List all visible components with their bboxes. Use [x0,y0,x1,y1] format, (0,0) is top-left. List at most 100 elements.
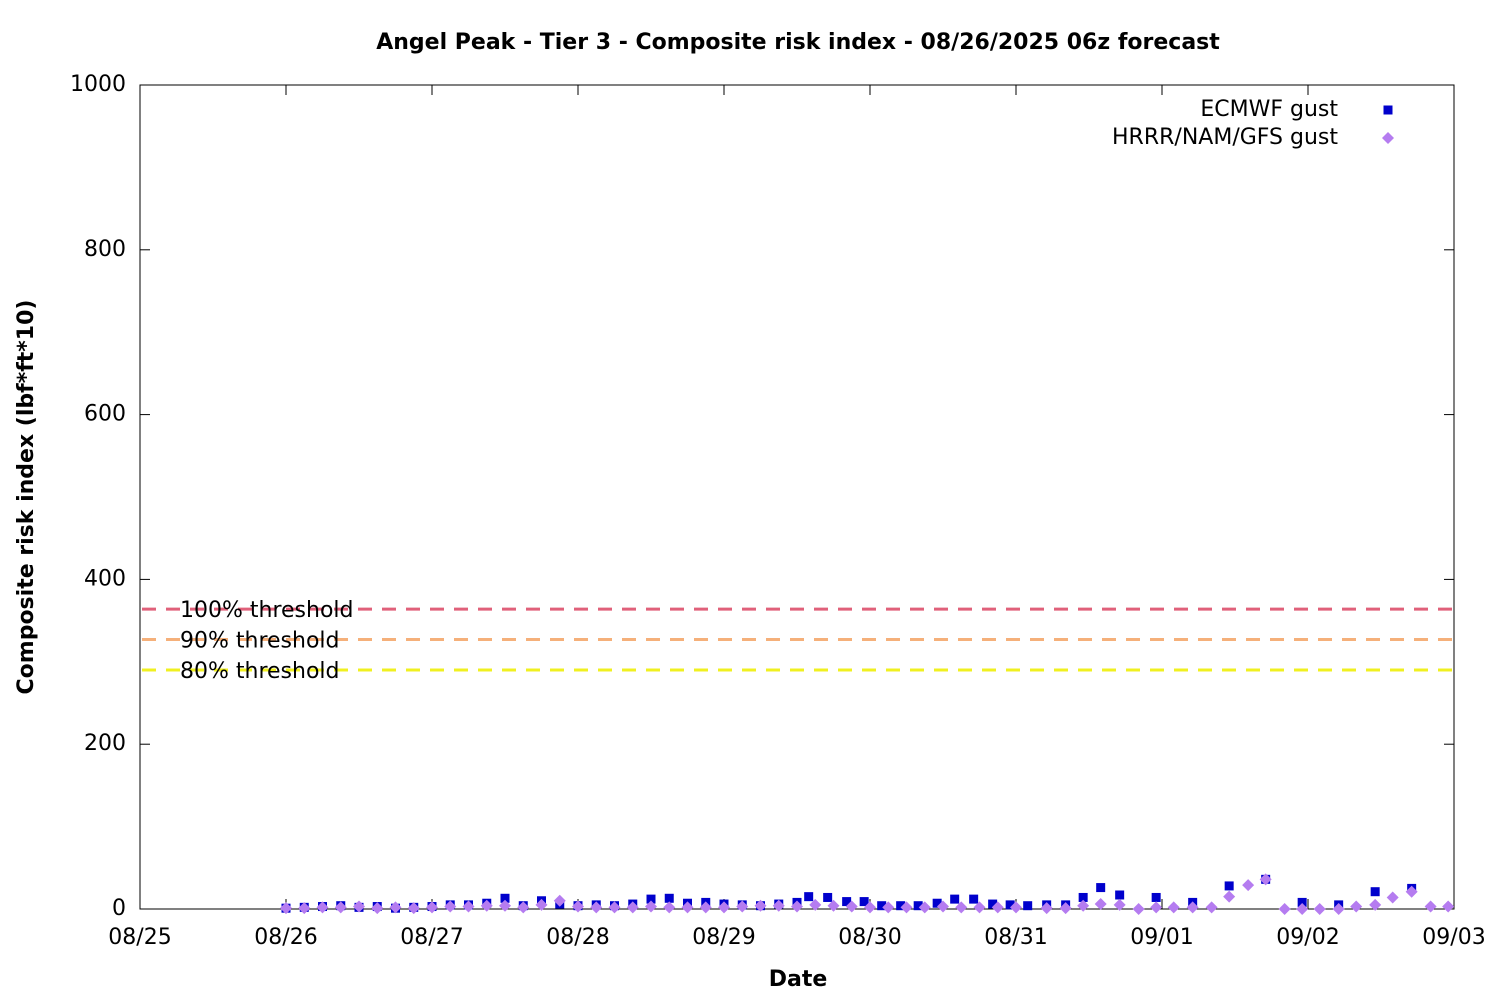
data-point [845,900,858,913]
data-point [535,898,548,911]
data-point [1115,890,1125,900]
x-axis-label: Date [769,967,828,992]
y-tick-label: 600 [84,402,126,427]
data-point [1094,898,1107,911]
legend-marker [1383,105,1393,115]
data-point [590,901,603,914]
threshold-label: 100% threshold [180,598,354,623]
data-point [462,900,475,913]
data-point [1424,900,1437,913]
data-point [1150,901,1163,914]
data-point [877,901,887,911]
data-point [500,893,510,903]
x-tick-label: 09/03 [1422,925,1485,950]
data-point [1332,903,1345,915]
y-tick-label: 800 [84,237,126,262]
data-point [1010,901,1022,914]
legend-label: ECMWF gust [1200,97,1338,122]
data-point [353,900,365,913]
data-point [1224,881,1234,891]
data-point [480,899,493,912]
data-point [937,900,949,913]
legend-label: HRRR/NAM/GFS gust [1112,125,1338,150]
data-point [1350,900,1363,913]
data-point [973,901,986,914]
x-tick-label: 08/31 [984,925,1047,950]
data-point [371,902,384,915]
data-point [645,900,657,913]
data-point [1113,898,1126,911]
x-tick-label: 09/02 [1276,925,1339,950]
data-point [900,901,913,914]
data-point [444,900,457,913]
x-tick-label: 08/27 [400,925,463,950]
data-point [316,901,329,914]
data-point [913,901,923,911]
data-point [932,898,942,908]
x-tick-label: 09/01 [1130,925,1193,950]
data-point [1405,885,1418,898]
data-point [572,900,584,913]
data-point [334,901,347,914]
data-point [1023,901,1033,911]
data-point [896,901,906,911]
x-tick-label: 08/29 [692,925,755,950]
y-tick-label: 0 [112,896,126,921]
data-point [1259,873,1272,886]
data-point [804,892,814,902]
data-point [1297,897,1307,907]
data-point [950,894,960,904]
data-point [1278,903,1291,915]
data-point [1442,900,1455,913]
data-point [991,901,1004,914]
data-point [1386,891,1399,904]
data-point [646,894,656,904]
data-point [955,901,968,914]
data-point [499,899,511,912]
threshold-label: 90% threshold [180,629,340,654]
data-point [882,901,895,914]
y-axis-label: Composite risk index (lbf*ft*10) [14,300,39,695]
threshold-label: 80% threshold [180,659,340,684]
x-tick-label: 08/30 [838,925,901,950]
data-point [1077,899,1090,912]
data-point [1151,892,1161,902]
data-point [407,902,420,915]
data-point [1370,887,1380,897]
data-point [1005,900,1015,910]
data-point [842,897,852,907]
data-point [1040,902,1053,915]
y-tick-label: 400 [84,566,126,591]
data-point [1242,879,1255,892]
data-point [608,901,621,914]
data-point [663,901,676,914]
chart-title: Angel Peak - Tier 3 - Composite risk ind… [376,30,1220,55]
data-point [1369,898,1382,911]
data-point [1132,903,1145,915]
data-point [988,899,998,909]
data-point [827,899,840,912]
data-point [1167,901,1180,914]
data-point [553,894,566,907]
y-tick-label: 200 [84,731,126,756]
data-point [298,902,311,915]
data-point [809,898,822,911]
data-point [664,893,674,903]
x-tick-label: 08/25 [108,925,171,950]
data-point [517,901,530,914]
data-point [823,892,833,902]
data-point [859,897,869,907]
data-point [389,901,402,914]
data-point [1186,901,1199,914]
data-point [718,901,730,914]
data-point [1205,901,1218,914]
data-point [1078,892,1088,902]
data-point [864,901,876,914]
data-point [754,899,767,912]
data-point [1059,902,1072,915]
data-point [1313,903,1326,915]
x-tick-label: 08/26 [254,925,317,950]
data-point [426,901,438,914]
